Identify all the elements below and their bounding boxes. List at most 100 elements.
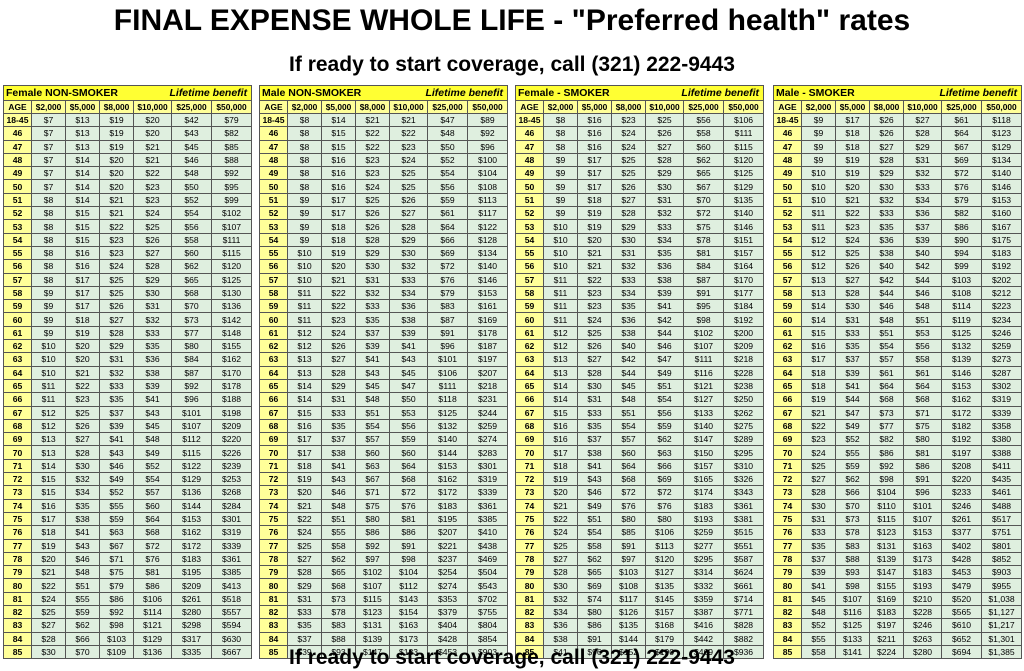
- rate-cell: $18: [321, 219, 356, 234]
- rate-cell: $104: [389, 565, 428, 580]
- rate-cell: $183: [869, 604, 904, 620]
- rate-cell: $38: [869, 245, 904, 261]
- rate-cell: $108: [941, 285, 982, 301]
- rate-cell: $26: [321, 339, 356, 354]
- rate-cell: $223: [980, 299, 1023, 314]
- rate-cell: $119: [941, 312, 982, 327]
- rate-cell: $20: [65, 339, 100, 354]
- rate-cell: $59: [65, 604, 100, 620]
- rate-cell: $21: [321, 272, 356, 287]
- rate-cell: $28: [99, 325, 134, 341]
- rate-cell: $67: [99, 538, 134, 553]
- rate-cell: $287: [980, 365, 1023, 380]
- age-cell: 69: [773, 432, 802, 447]
- table-row: 66 $19 $44 $68 $68 $162 $319: [773, 392, 1023, 407]
- age-cell: 67: [773, 405, 802, 420]
- rate-cell: $47: [835, 405, 870, 420]
- rate-cell: $43: [99, 445, 134, 460]
- rate-cell: $35: [287, 618, 322, 633]
- rate-cell: $854: [466, 631, 509, 646]
- age-cell: 62: [515, 339, 544, 354]
- rate-cell: $24: [577, 312, 612, 327]
- rate-cell: $83: [321, 618, 356, 633]
- rate-cell: $87: [171, 365, 212, 380]
- rate-cell: $50: [389, 392, 428, 407]
- table-row: 47 $9 $18 $27 $29 $67 $129: [773, 139, 1023, 154]
- rate-cell: $32: [611, 259, 646, 274]
- table-row: 78 $27 $62 $97 $120 $295 $587: [515, 551, 764, 567]
- rate-cell: $85: [210, 139, 253, 154]
- rate-cell: $40: [869, 259, 904, 274]
- rate-cell: $56: [683, 112, 724, 128]
- rate-cell: $33: [869, 206, 904, 221]
- rate-cell: $9: [31, 312, 66, 327]
- page-title: FINAL EXPENSE WHOLE LIFE - "Preferred he…: [113, 4, 911, 37]
- rate-cell: $882: [723, 631, 764, 646]
- rate-cell: $239: [210, 458, 253, 474]
- rate-cell: $37: [321, 432, 356, 447]
- rate-cell: $33: [355, 299, 390, 314]
- rate-cell: $11: [543, 285, 578, 301]
- rate-cell: $428: [427, 631, 468, 646]
- rate-cell: $112: [389, 578, 428, 593]
- rate-cell: $32: [133, 312, 172, 327]
- rate-cell: $416: [683, 618, 724, 633]
- rate-cell: $83: [835, 538, 870, 553]
- age-cell: 80: [3, 578, 32, 593]
- age-cell: 58: [259, 285, 288, 301]
- table-row: 53 $10 $19 $29 $33 $75 $146: [515, 219, 764, 234]
- table-row: 55 $10 $19 $29 $30 $69 $134: [259, 245, 509, 261]
- rate-cell: $200: [723, 325, 764, 341]
- rate-cell: $39: [645, 285, 684, 301]
- age-cell: 76: [259, 525, 288, 540]
- table-title-row: Lifetime benefit Male NON-SMOKER: [258, 85, 509, 101]
- benefit-column-header: $25,000: [941, 100, 982, 114]
- rate-cell: $96: [577, 644, 612, 660]
- rate-cell: $102: [210, 206, 253, 221]
- rate-cell: $11: [287, 285, 322, 301]
- rate-cell: $36: [389, 299, 428, 314]
- rate-cell: $16: [577, 139, 612, 154]
- rate-cell: $35: [577, 418, 612, 434]
- rate-cell: $17: [287, 445, 322, 460]
- rate-cell: $77: [869, 418, 904, 434]
- table-title-row: Lifetime benefit Female NON-SMOKER: [2, 85, 253, 101]
- rate-cell: $8: [287, 126, 322, 141]
- rate-cell: $45: [611, 378, 646, 394]
- table-row: 52 $8 $15 $21 $24 $54 $102: [3, 206, 253, 221]
- table-row: 55 $12 $25 $38 $40 $94 $183: [773, 245, 1023, 261]
- table-row: 63 $10 $20 $31 $36 $84 $162: [3, 352, 253, 367]
- table-row: 84 $37 $88 $139 $173 $428 $854: [259, 631, 509, 646]
- rate-cell: $10: [801, 179, 836, 194]
- table-row: 71 $18 $41 $63 $64 $153 $301: [259, 458, 509, 474]
- rate-cell: $259: [683, 525, 724, 540]
- rate-cell: $129: [980, 139, 1023, 154]
- rate-cell: $66: [645, 458, 684, 474]
- table-row: 85 $39 $93 $147 $183 $453 $903: [259, 644, 509, 660]
- age-cell: 69: [259, 432, 288, 447]
- rate-cell: $106: [645, 525, 684, 540]
- rate-cell: $80: [903, 432, 942, 447]
- age-column-header: AGE: [773, 100, 802, 114]
- rate-cell: $1,038: [980, 591, 1023, 606]
- table-row: 60 $11 $23 $35 $38 $87 $169: [259, 312, 509, 327]
- rate-cell: $70: [835, 498, 870, 513]
- rate-cell: $127: [683, 392, 724, 407]
- rate-cell: $24: [543, 525, 578, 540]
- rate-cell: $39: [355, 339, 390, 354]
- age-cell: 64: [259, 365, 288, 380]
- rate-cell: $14: [801, 299, 836, 314]
- rate-cell: $179: [645, 631, 684, 646]
- rate-cell: $49: [835, 418, 870, 434]
- rate-cell: $24: [801, 445, 836, 460]
- rate-cell: $19: [99, 112, 134, 128]
- table-row: 49 $8 $16 $23 $25 $54 $104: [259, 166, 509, 181]
- rate-cell: $12: [801, 245, 836, 261]
- rate-table: Lifetime benefit Female NON-SMOKER AGE $2,0…: [2, 85, 253, 660]
- rate-cell: $557: [210, 604, 253, 620]
- rate-cell: $56: [645, 405, 684, 420]
- rate-cell: $40: [903, 245, 942, 261]
- rate-cell: $68: [133, 525, 172, 540]
- rate-cell: $594: [210, 618, 253, 633]
- rate-cell: $19: [577, 206, 612, 221]
